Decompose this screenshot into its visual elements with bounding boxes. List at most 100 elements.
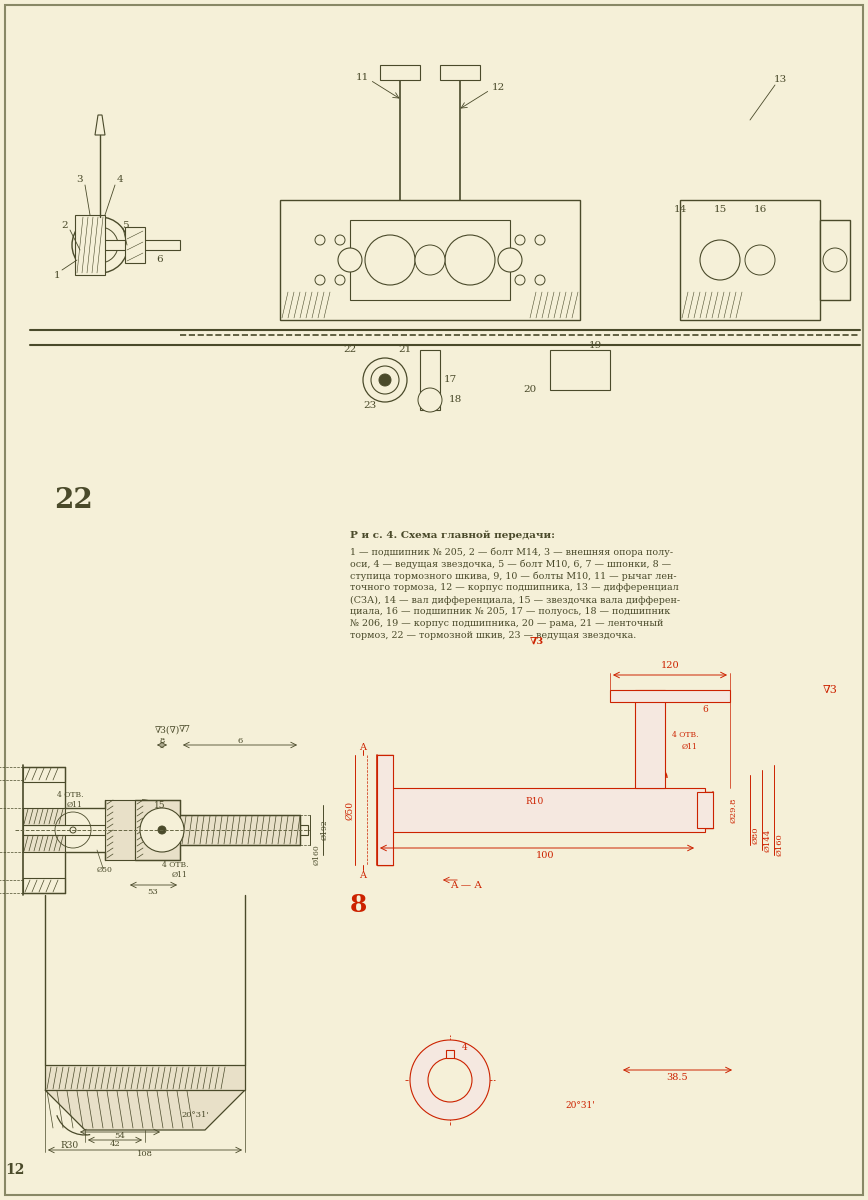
Bar [380, 65, 420, 80]
Text: 4: 4 [116, 175, 123, 185]
Text: 12: 12 [491, 83, 504, 91]
Text: 15: 15 [155, 800, 166, 810]
Text: 53: 53 [148, 888, 158, 896]
Circle shape [445, 235, 495, 284]
Text: 5: 5 [122, 221, 128, 229]
Circle shape [515, 275, 525, 284]
Bar [23, 826, 308, 835]
Text: 4 ОТВ.: 4 ОТВ. [672, 731, 698, 739]
Circle shape [315, 235, 325, 245]
Text: Ø160: Ø160 [313, 845, 321, 865]
Text: 8: 8 [349, 893, 366, 917]
Text: Ø144: Ø144 [763, 828, 771, 852]
Text: Ø50: Ø50 [97, 866, 113, 874]
Text: 1: 1 [54, 270, 60, 280]
Text: точного тормоза, 12 — корпус подшипника, 13 — дифференциал: точного тормоза, 12 — корпус подшипника,… [350, 583, 679, 593]
Text: 4 ОТВ.: 4 ОТВ. [161, 862, 188, 869]
Text: 22: 22 [54, 486, 92, 514]
Circle shape [335, 275, 345, 284]
Text: 6: 6 [237, 737, 243, 745]
Text: 16: 16 [753, 205, 766, 215]
Text: R30: R30 [61, 1140, 79, 1150]
Text: Ø29.8: Ø29.8 [729, 797, 737, 823]
Text: 19: 19 [589, 341, 602, 349]
Bar [610, 690, 730, 702]
Circle shape [315, 275, 325, 284]
Bar [23, 878, 65, 893]
Circle shape [365, 235, 415, 284]
Text: 4: 4 [462, 1044, 468, 1052]
Bar [23, 808, 65, 826]
Text: 38.5: 38.5 [666, 1073, 687, 1081]
Bar [446, 1050, 454, 1058]
Bar [75, 215, 105, 275]
Bar [420, 350, 440, 410]
Text: ∇7: ∇7 [179, 726, 191, 734]
Circle shape [535, 235, 545, 245]
Circle shape [82, 227, 118, 263]
Text: 23: 23 [364, 401, 377, 409]
Bar [280, 200, 580, 320]
Bar [105, 800, 135, 860]
Circle shape [338, 248, 362, 272]
Text: 4 ОТВ.: 4 ОТВ. [56, 791, 83, 799]
Circle shape [535, 275, 545, 284]
Circle shape [363, 358, 407, 402]
Text: 18: 18 [449, 396, 462, 404]
Text: 6: 6 [157, 256, 163, 264]
Circle shape [379, 374, 391, 386]
Text: ∇3: ∇3 [530, 636, 544, 646]
Text: тормоз, 22 — тормозной шкив, 23 — ведущая звездочка.: тормоз, 22 — тормозной шкив, 23 — ведуща… [350, 631, 636, 641]
Circle shape [515, 235, 525, 245]
Circle shape [335, 235, 345, 245]
Text: (СЗА), 14 — вал дифференциала, 15 — звездочка вала дифферен-: (СЗА), 14 — вал дифференциала, 15 — звез… [350, 595, 681, 605]
Text: 2: 2 [62, 221, 69, 229]
Text: A: A [359, 743, 366, 751]
Bar [680, 200, 820, 320]
Circle shape [158, 826, 166, 834]
Text: Ø11: Ø11 [67, 802, 83, 809]
Text: 20°31': 20°31' [181, 1111, 209, 1118]
Text: 42: 42 [109, 1140, 121, 1148]
Circle shape [745, 245, 775, 275]
Text: Ø80: Ø80 [751, 827, 759, 844]
Bar [440, 65, 480, 80]
Text: 21: 21 [398, 346, 411, 354]
Circle shape [428, 1058, 472, 1102]
Polygon shape [95, 115, 105, 134]
Text: 108: 108 [137, 1150, 153, 1158]
Bar [180, 815, 300, 845]
Text: циала, 16 — подшипник № 205, 17 — полуось, 18 — подшипник: циала, 16 — подшипник № 205, 17 — полуос… [350, 607, 670, 617]
Text: 120: 120 [661, 660, 680, 670]
Bar [125, 227, 145, 263]
Text: 22: 22 [344, 346, 357, 354]
Text: 54: 54 [115, 1132, 126, 1140]
Text: 13: 13 [773, 76, 786, 84]
Bar [550, 350, 610, 390]
Circle shape [371, 366, 399, 394]
Bar [45, 1066, 245, 1090]
Text: 3: 3 [76, 175, 83, 185]
Bar [697, 792, 713, 828]
Text: 15: 15 [713, 205, 727, 215]
Text: 17: 17 [444, 376, 457, 384]
Text: 12: 12 [5, 1163, 24, 1177]
Text: 20°31': 20°31' [565, 1100, 595, 1110]
Bar [820, 220, 850, 300]
Text: 8: 8 [160, 737, 165, 745]
Circle shape [498, 248, 522, 272]
Text: Ø192: Ø192 [321, 820, 329, 840]
Bar [350, 220, 510, 300]
Text: 100: 100 [536, 852, 555, 860]
Text: Ø11: Ø11 [682, 743, 698, 751]
Text: 6: 6 [702, 706, 708, 714]
Circle shape [410, 1040, 490, 1120]
Circle shape [700, 240, 740, 280]
Text: оси, 4 — ведущая звездочка, 5 — болт М10, 6, 7 — шпонки, 8 —: оси, 4 — ведущая звездочка, 5 — болт М10… [350, 559, 671, 569]
Bar [135, 800, 180, 860]
Text: 11: 11 [355, 72, 369, 82]
Text: № 206, 19 — корпус подшипника, 20 — рама, 21 — ленточный: № 206, 19 — корпус подшипника, 20 — рама… [350, 619, 663, 629]
Text: A — A: A — A [450, 881, 482, 889]
Text: Ø50: Ø50 [345, 800, 354, 820]
Text: A: A [359, 870, 366, 880]
